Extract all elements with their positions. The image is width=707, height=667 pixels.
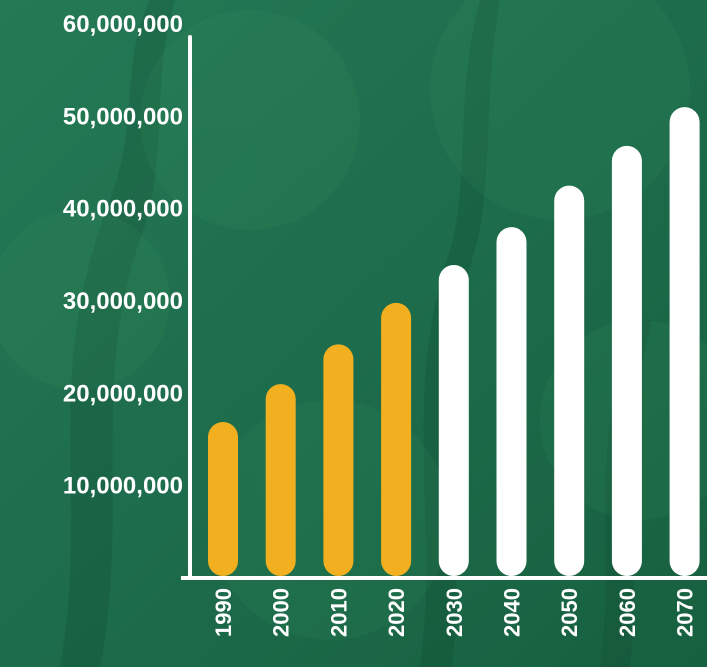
x-tick-label: 2000 xyxy=(269,588,294,637)
y-tick-label: 60,000,000 xyxy=(63,11,183,38)
bar-2030 xyxy=(438,264,469,576)
x-tick-label: 2010 xyxy=(326,588,351,637)
bar-2010 xyxy=(323,344,354,576)
x-tick-label: 1990 xyxy=(211,588,236,637)
x-tick-label: 2040 xyxy=(500,588,525,637)
bar-2020 xyxy=(381,302,412,576)
y-tick-label: 30,000,000 xyxy=(63,288,183,315)
y-tick-label: 50,000,000 xyxy=(63,103,183,130)
bar-2000 xyxy=(265,384,296,576)
x-tick-label: 2030 xyxy=(442,588,467,637)
bars xyxy=(208,107,700,577)
bar-2050 xyxy=(554,185,585,577)
bar-2040 xyxy=(496,227,527,576)
x-tick-label: 2070 xyxy=(673,588,698,637)
x-tick-label: 2050 xyxy=(557,588,582,637)
y-axis-ticks: 10,000,000 20,000,000 30,000,000 40,000,000… xyxy=(63,11,183,500)
y-tick-label: 20,000,000 xyxy=(63,380,183,407)
bar-2060 xyxy=(611,145,642,576)
x-tick-label: 2020 xyxy=(384,588,409,637)
x-axis-ticks: 1990 2000 2010 2020 2030 2040 2050 2060 2070 xyxy=(211,588,698,637)
bar-1990 xyxy=(208,421,238,576)
bar-2070 xyxy=(669,107,700,576)
x-tick-label: 2060 xyxy=(615,588,640,637)
y-tick-label: 40,000,000 xyxy=(63,196,183,223)
y-tick-label: 10,000,000 xyxy=(63,473,183,500)
